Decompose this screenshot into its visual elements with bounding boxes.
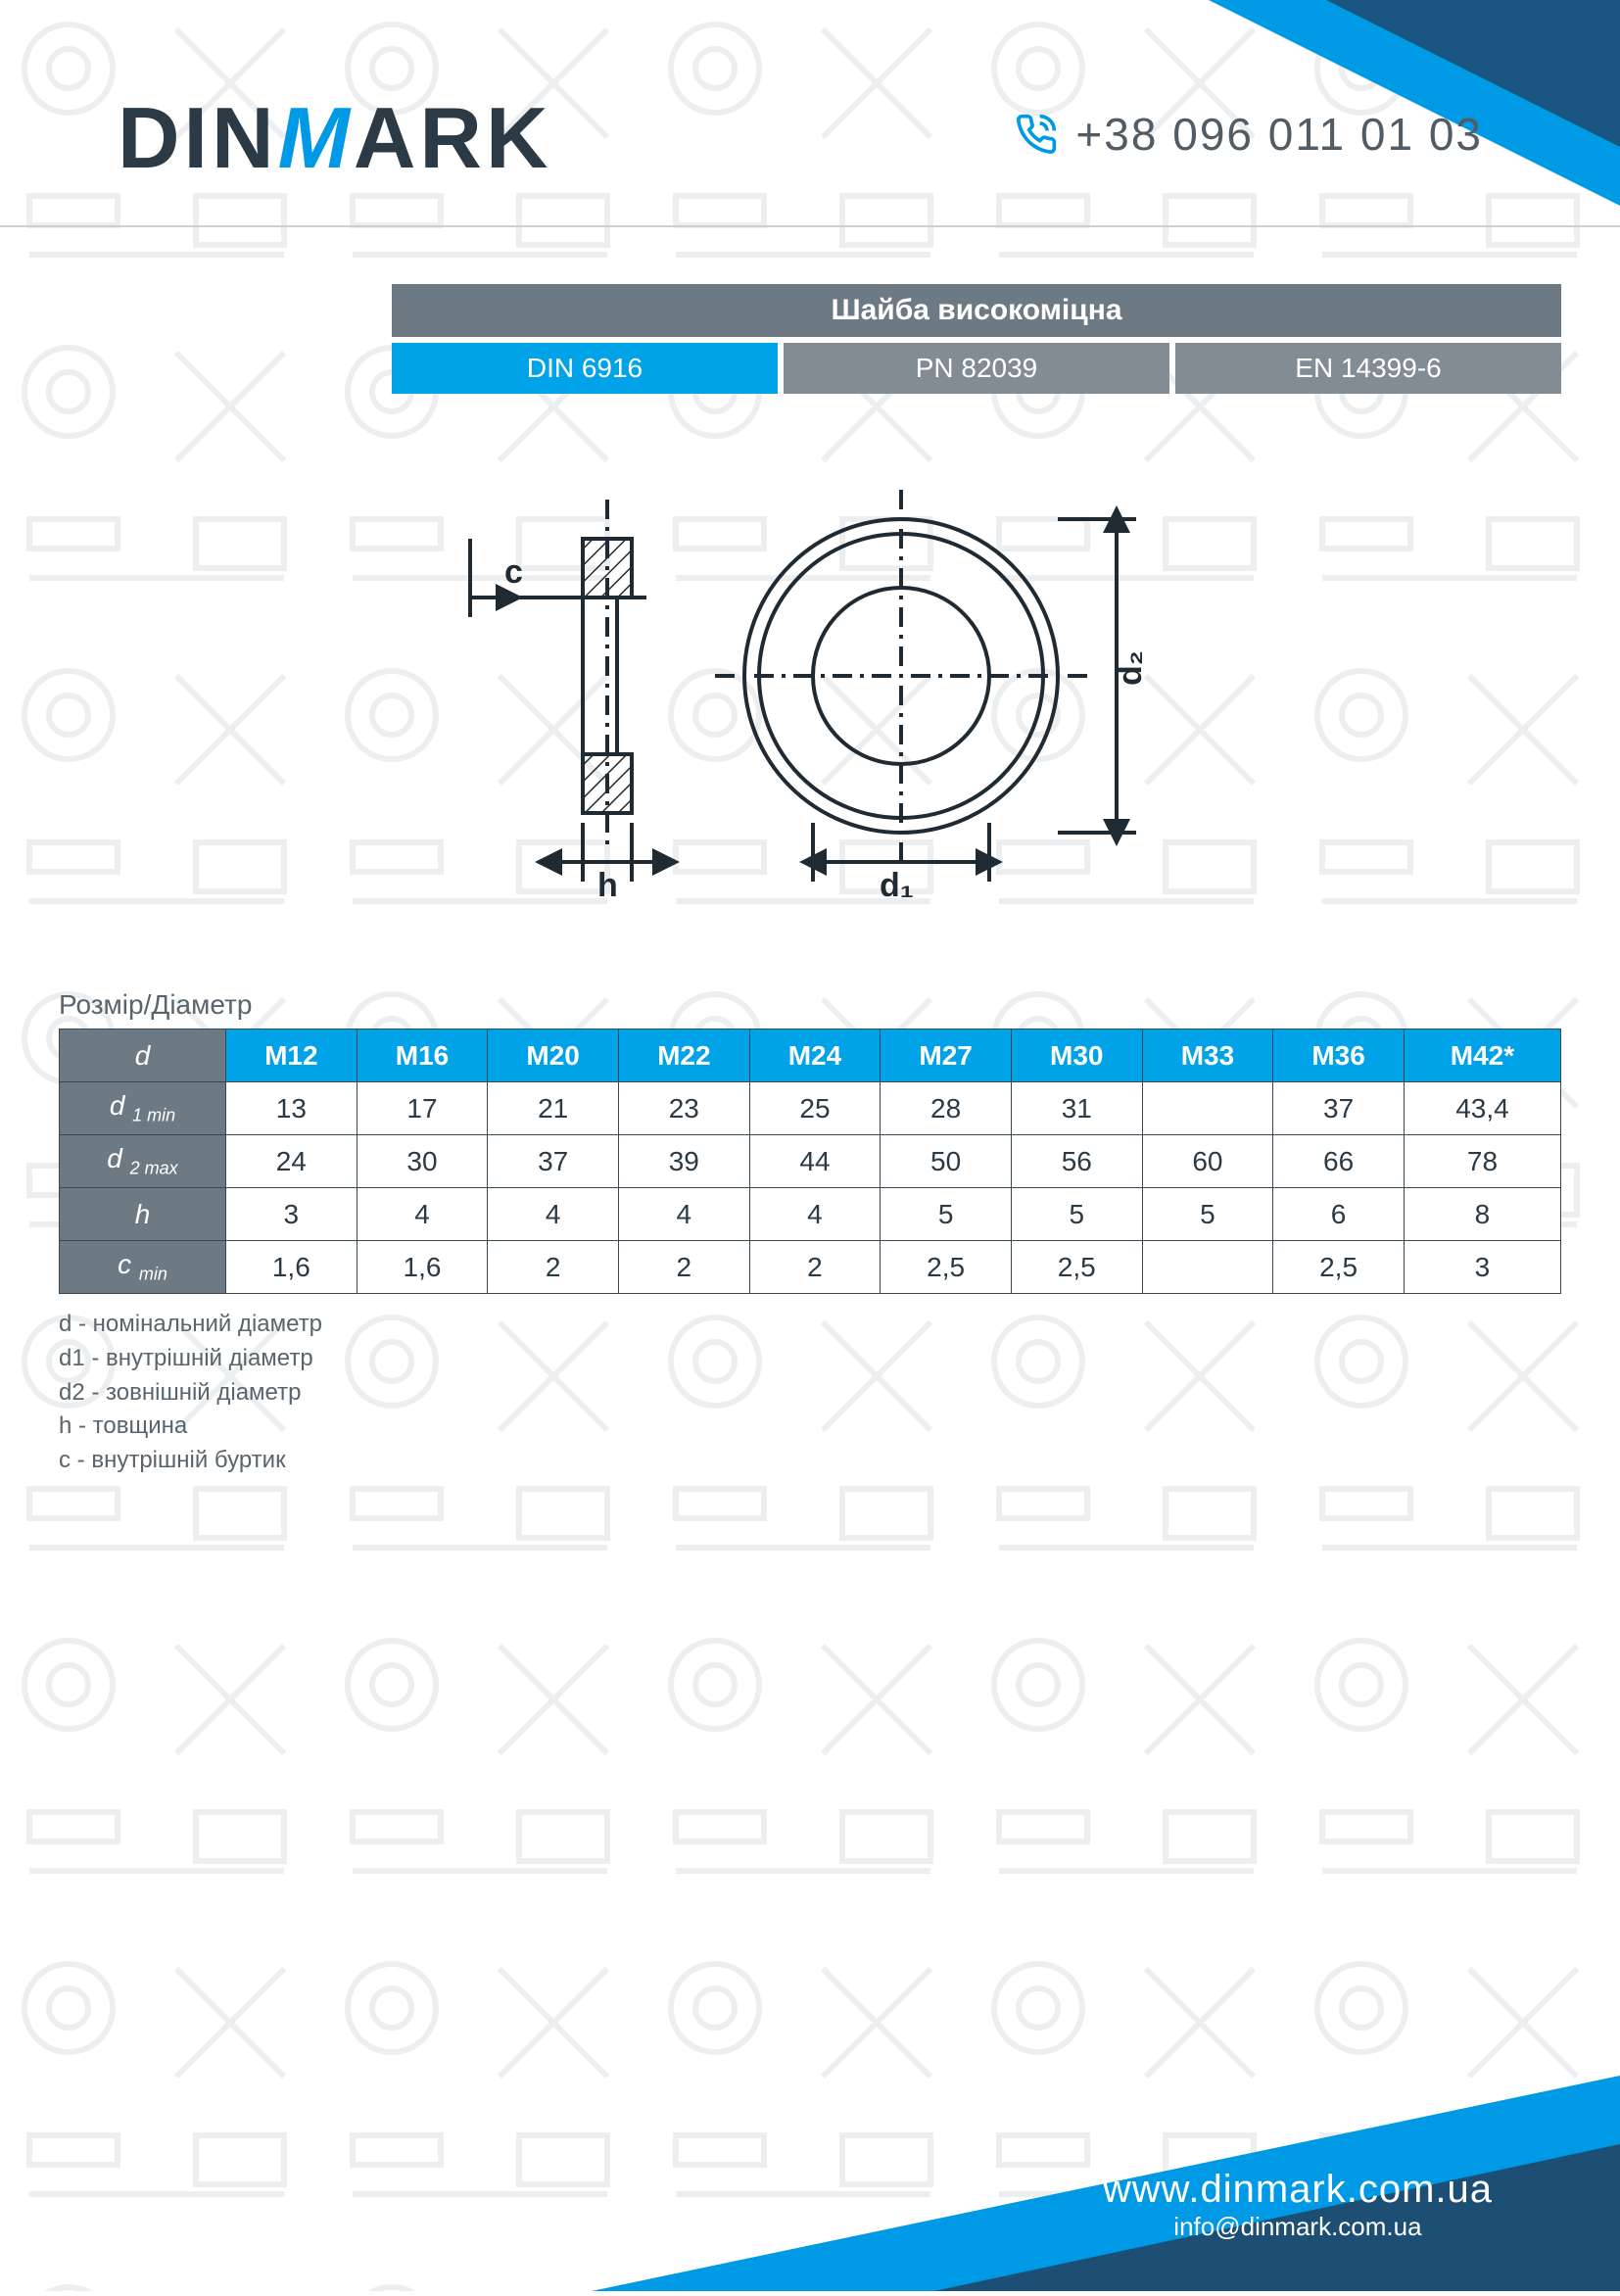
table-cell: 1,6 <box>226 1241 357 1294</box>
table-cell: 13 <box>226 1082 357 1135</box>
table-cell: 2 <box>618 1241 749 1294</box>
table-cell: 30 <box>357 1135 488 1188</box>
table-cell: 4 <box>488 1188 619 1241</box>
row-header: c min <box>60 1241 226 1294</box>
table: dM12M16M20M22M24M27M30M33M36M42*d 1 min1… <box>59 1028 1561 1294</box>
logo-pre: DIN <box>118 89 278 186</box>
table-cell: 5 <box>1142 1188 1273 1241</box>
table-cell: 56 <box>1011 1135 1142 1188</box>
col-header: M12 <box>226 1029 357 1082</box>
standard-badge: EN 14399-6 <box>1175 343 1561 394</box>
table-cell: 31 <box>1011 1082 1142 1135</box>
phone: +38 096 011 01 03 <box>1015 108 1483 161</box>
table-cell: 21 <box>488 1082 619 1135</box>
table-cell: 3 <box>1404 1241 1560 1294</box>
standard-badge: DIN 6916 <box>392 343 778 394</box>
table-cell: 23 <box>618 1082 749 1135</box>
col-header: M20 <box>488 1029 619 1082</box>
label-d2: d₂ <box>1112 650 1149 686</box>
legend-line: c - внутрішній буртик <box>59 1444 1561 1478</box>
legend-line: d2 - зовнішній діаметр <box>59 1376 1561 1411</box>
standard-badge: PN 82039 <box>784 343 1169 394</box>
table-cell: 2 <box>749 1241 881 1294</box>
header-rule <box>0 225 1620 227</box>
header: DINMARK +38 096 011 01 03 <box>0 0 1620 255</box>
table-cell: 43,4 <box>1404 1082 1560 1135</box>
table-cell: 44 <box>749 1135 881 1188</box>
col-header: M27 <box>881 1029 1012 1082</box>
col-header: M24 <box>749 1029 881 1082</box>
table-cell: 28 <box>881 1082 1012 1135</box>
table-cell: 17 <box>357 1082 488 1135</box>
legend-line: d1 - внутрішній діаметр <box>59 1342 1561 1376</box>
table-cell: 5 <box>881 1188 1012 1241</box>
table-cell <box>1142 1082 1273 1135</box>
table-cell: 2,5 <box>881 1241 1012 1294</box>
table-cell: 2,5 <box>1273 1241 1405 1294</box>
label-c: c <box>504 553 523 591</box>
table-cell: 60 <box>1142 1135 1273 1188</box>
table-cell: 4 <box>357 1188 488 1241</box>
table-cell: 2,5 <box>1011 1241 1142 1294</box>
table-cell: 39 <box>618 1135 749 1188</box>
table-cell: 6 <box>1273 1188 1405 1241</box>
row-header: d 1 min <box>60 1082 226 1135</box>
table-cell: 37 <box>1273 1082 1405 1135</box>
table-cell <box>1142 1241 1273 1294</box>
label-h: h <box>597 867 618 901</box>
table-cell: 4 <box>618 1188 749 1241</box>
col-header: M16 <box>357 1029 488 1082</box>
table-cell: 50 <box>881 1135 1012 1188</box>
table-cell: 2 <box>488 1241 619 1294</box>
table-cell: 25 <box>749 1082 881 1135</box>
row-header: d 2 max <box>60 1135 226 1188</box>
footer-url: www.dinmark.com.ua <box>1103 2168 1493 2212</box>
logo: DINMARK <box>118 88 552 188</box>
col-header: M30 <box>1011 1029 1142 1082</box>
table-cell: 66 <box>1273 1135 1405 1188</box>
table-cell: 4 <box>749 1188 881 1241</box>
col-header: M22 <box>618 1029 749 1082</box>
phone-icon <box>1015 113 1058 156</box>
row-header: h <box>60 1188 226 1241</box>
table-cell: 1,6 <box>357 1241 488 1294</box>
legend-line: h - товщина <box>59 1410 1561 1444</box>
phone-number: +38 096 011 01 03 <box>1075 108 1483 161</box>
product-title: Шайба високоміцна <box>392 284 1561 337</box>
table-cell: 24 <box>226 1135 357 1188</box>
col-header: M33 <box>1142 1029 1273 1082</box>
table-cell: 78 <box>1404 1135 1560 1188</box>
table-cell: 5 <box>1011 1188 1142 1241</box>
col-header: M42* <box>1404 1029 1560 1082</box>
logo-accent: M <box>278 89 354 186</box>
legend-line: d - номінальний діаметр <box>59 1308 1561 1342</box>
table-cell: 37 <box>488 1135 619 1188</box>
footer-email: info@dinmark.com.ua <box>1103 2212 1493 2242</box>
table-cell: 8 <box>1404 1188 1560 1241</box>
table-title: Розмір/Діаметр <box>59 989 1561 1021</box>
dimensions-table: Розмір/Діаметр dM12M16M20M22M24M27M30M33… <box>59 989 1561 1478</box>
table-cell: 3 <box>226 1188 357 1241</box>
standards: Шайба високоміцна DIN 6916PN 82039EN 143… <box>392 284 1561 394</box>
washer-diagram: c h d₁ d₂ <box>411 470 1215 901</box>
label-d1: d₁ <box>880 867 914 901</box>
logo-post: ARK <box>354 89 552 186</box>
legend: d - номінальний діаметрd1 - внутрішній д… <box>59 1308 1561 1478</box>
footer-contact: www.dinmark.com.ua info@dinmark.com.ua <box>1103 2168 1493 2242</box>
col-header: M36 <box>1273 1029 1405 1082</box>
row-header: d <box>60 1029 226 1082</box>
